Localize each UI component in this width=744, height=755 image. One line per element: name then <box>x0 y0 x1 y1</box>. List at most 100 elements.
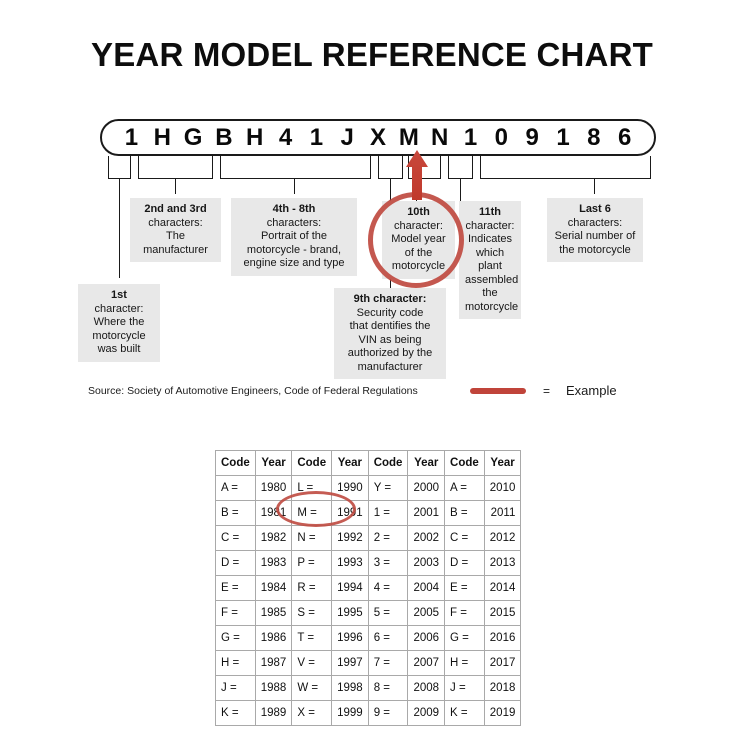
vin-char-16: 8 <box>587 123 601 151</box>
page-title: YEAR MODEL REFERENCE CHART <box>91 36 653 73</box>
table-cell-code: C = <box>215 525 256 551</box>
table-cell-code: V = <box>291 650 333 676</box>
vin-char-14: 9 <box>525 123 539 151</box>
table-header-2: Year <box>254 450 293 476</box>
legend-equals-sign: = <box>543 384 551 398</box>
code-year-table-wrapper: Code Year Code Year Code Year Code Year A = 1980… <box>215 450 522 726</box>
vin-char-17: 6 <box>617 123 632 151</box>
table-cell-code: 1 = <box>367 500 409 526</box>
table-cell-year: 2002 <box>407 525 446 551</box>
table-cell-year: 2001 <box>407 500 446 526</box>
table-cell-year: 2018 <box>483 675 522 701</box>
table-cell-code: W = <box>291 675 333 701</box>
table-cell-year: 1986 <box>254 625 293 651</box>
table-cell-code: 8 = <box>367 675 409 701</box>
table-row: H = 1987 V = 1997 7 = 2007 H = 2017 <box>215 650 522 676</box>
table-cell-code: 4 = <box>367 575 409 601</box>
callout-line: motorcycle <box>92 329 146 342</box>
table-cell-code: F = <box>215 600 256 626</box>
table-row: G = 1986 T = 1996 6 = 2006 G = 2016 <box>215 625 522 651</box>
table-cell-year: 2009 <box>407 700 446 726</box>
callout-line: characters: <box>567 216 623 229</box>
table-header-5: Code <box>367 450 409 476</box>
table-cell-code: A = <box>215 475 256 501</box>
vin-char-4: B <box>215 123 233 151</box>
table-cell-code: E = <box>215 575 256 601</box>
vin-char-1: 1 <box>124 123 139 151</box>
red-arrow-icon <box>406 150 428 200</box>
bracket-base-5 <box>408 178 441 179</box>
callout-heading: 1st <box>111 289 127 301</box>
callout-line: character: <box>465 219 515 232</box>
table-cell-year: 1999 <box>331 700 369 726</box>
table-cell-year: 1983 <box>254 550 293 576</box>
table-cell-year: 2000 <box>407 475 446 501</box>
callout-last-six-characters: Last 6 characters: Serial number of the mot… <box>547 198 643 262</box>
table-cell-year: 2008 <box>407 675 446 701</box>
table-cell-code: P = <box>291 550 333 576</box>
bracket-tick-5b <box>440 156 441 178</box>
leader-line-last-six <box>594 178 595 194</box>
table-row: D = 1983 P = 1993 3 = 2003 D = 2013 <box>215 550 522 576</box>
table-header-6: Year <box>407 450 446 476</box>
table-cell-year: 2017 <box>483 650 522 676</box>
highlight-circle-tenth-character <box>368 192 464 288</box>
table-cell-code: G = <box>215 625 256 651</box>
table-cell-code: 7 = <box>367 650 409 676</box>
table-header-3: Code <box>291 450 333 476</box>
table-header-8: Year <box>483 450 522 476</box>
bracket-tick-1b <box>130 156 131 178</box>
table-cell-year: 1995 <box>331 600 369 626</box>
bracket-tick-6a <box>448 156 449 178</box>
callout-heading: 9th character: <box>353 293 427 305</box>
table-header-1: Code <box>215 450 256 476</box>
leader-line-eleventh <box>460 178 461 201</box>
table-row: C = 1982 N = 1992 2 = 2002 C = 2012 <box>215 525 522 551</box>
callout-heading: 11th <box>478 206 501 218</box>
bracket-tick-3b <box>370 156 371 178</box>
table-cell-code: 9 = <box>367 700 409 726</box>
callout-line: authorized by the <box>347 347 433 359</box>
vin-char-5: H <box>246 123 264 151</box>
bracket-base-3 <box>220 178 371 179</box>
table-cell-code: K = <box>444 700 485 726</box>
table-cell-year: 1992 <box>331 525 369 551</box>
vin-char-12: 1 <box>463 123 478 151</box>
table-cell-year: 2019 <box>483 700 522 726</box>
callout-line: motorcycle <box>465 300 519 313</box>
table-cell-year: 1994 <box>331 575 369 601</box>
bracket-tick-2b <box>212 156 213 178</box>
callout-line: engine size and type <box>243 257 345 269</box>
callout-line: manufacturer <box>143 243 208 256</box>
callout-heading: 4th - 8th <box>272 203 316 215</box>
table-cell-year: 2013 <box>483 550 522 576</box>
table-cell-code: C = <box>444 525 485 551</box>
callout-line: Security code <box>356 306 424 319</box>
bracket-tick-3a <box>220 156 221 178</box>
callout-line: motorcycle - brand, <box>246 243 342 256</box>
table-cell-code: D = <box>215 550 256 576</box>
table-cell-year: 2016 <box>483 625 522 651</box>
bracket-tick-4a <box>378 156 379 178</box>
table-cell-code: J = <box>444 675 485 701</box>
table-cell-year: 2006 <box>407 625 446 651</box>
table-cell-year: 1989 <box>254 700 293 726</box>
table-cell-year: 1996 <box>331 625 369 651</box>
table-header-7: Code <box>444 450 485 476</box>
table-row: E = 1984 R = 1994 4 = 2004 E = 2014 <box>215 575 522 601</box>
table-cell-code: B = <box>444 500 485 526</box>
table-cell-code: X = <box>291 700 333 726</box>
callout-line: VIN as being <box>358 333 422 346</box>
callout-line: characters: <box>266 216 322 229</box>
table-cell-code: T = <box>291 625 333 651</box>
table-cell-code: H = <box>215 650 256 676</box>
bracket-tick-7a <box>480 156 481 178</box>
callout-fourth-eighth-characters: 4th - 8th characters: Portrait of the motor… <box>231 198 357 276</box>
table-cell-code: N = <box>291 525 333 551</box>
highlight-circle-model-year-1991 <box>276 491 356 527</box>
callout-line: was built <box>97 343 141 355</box>
callout-line: Where the <box>93 316 145 328</box>
table-cell-code: D = <box>444 550 485 576</box>
callout-line: character: <box>94 302 144 315</box>
